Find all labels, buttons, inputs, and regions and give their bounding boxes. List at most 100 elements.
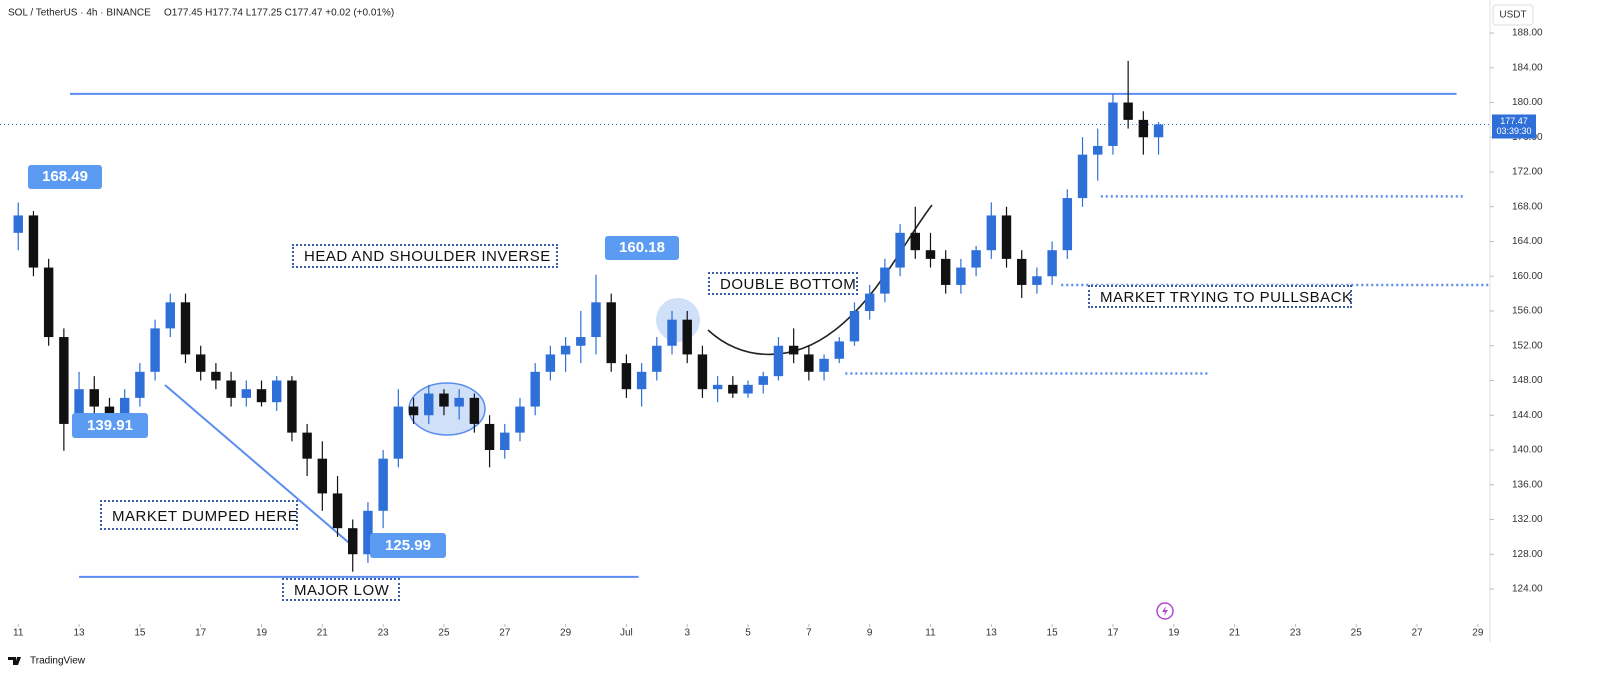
candle-body — [59, 337, 69, 424]
candle-body — [956, 267, 966, 285]
currency: USDT — [1499, 10, 1526, 21]
price-callouts: 168.49 139.91 125.99 160.18 — [28, 165, 679, 558]
y-tick-label: 124.00 — [1512, 584, 1543, 595]
candle-body — [1017, 258, 1027, 285]
candle-body — [940, 258, 951, 285]
candle-body — [591, 302, 601, 338]
candle-body — [256, 389, 267, 403]
candle-body — [712, 384, 723, 390]
candle-body — [89, 389, 99, 407]
y-tick-label: 152.00 — [1512, 340, 1543, 351]
candle-body — [545, 354, 556, 372]
callout-label: 139.91 — [87, 417, 133, 434]
candle-body — [484, 423, 495, 450]
annotation: MARKET TRYING TO PULLSBACK — [1088, 285, 1352, 308]
candle-body — [530, 371, 540, 407]
candle-body — [682, 319, 692, 355]
annotation: DOUBLE BOTTOM — [708, 272, 858, 295]
candle-body — [1093, 145, 1103, 155]
candle-body — [28, 215, 39, 268]
y-tick-label: 188.00 — [1512, 28, 1543, 39]
trend-line — [164, 384, 356, 549]
y-tick-label: 148.00 — [1512, 375, 1543, 386]
candle-body — [1047, 250, 1057, 277]
x-tick-label: 11 — [925, 628, 936, 639]
chart-title: SOL / TetherUS · 4h · BINANCE — [8, 8, 151, 19]
candle-body — [773, 345, 784, 377]
countdown: 03:39:30 — [1496, 126, 1531, 136]
currency-box[interactable] — [1492, 4, 1534, 26]
candle-body — [636, 371, 647, 390]
callout-box — [605, 236, 679, 260]
x-tick-label: 29 — [1472, 628, 1484, 639]
x-tick-label: 19 — [256, 628, 268, 639]
candle-body — [1108, 102, 1118, 146]
candle-body — [241, 389, 252, 398]
x-tick-label: 19 — [1168, 628, 1180, 639]
x-tick-label: 13 — [986, 628, 998, 639]
x-tick-label: 17 — [1107, 628, 1119, 639]
x-tick-label: 29 — [560, 628, 572, 639]
x-tick-label: 27 — [1411, 628, 1423, 639]
pattern-circle — [656, 298, 700, 342]
candle-body — [667, 319, 677, 346]
candle-body — [819, 358, 829, 372]
y-tick-label: 132.00 — [1512, 514, 1543, 525]
candle-body — [971, 250, 981, 268]
candle-body — [43, 267, 54, 338]
candle-body — [180, 302, 191, 355]
candle-body — [1153, 124, 1164, 138]
candle-body — [560, 345, 571, 355]
candle-body — [454, 397, 464, 407]
candle-body — [378, 458, 388, 511]
candle-body — [195, 354, 206, 372]
candle-body — [500, 432, 510, 450]
lightning-icon[interactable] — [1156, 602, 1174, 620]
candle-body — [804, 354, 814, 372]
candle-body — [849, 311, 860, 342]
callout-box — [72, 413, 148, 438]
callout-box — [28, 165, 102, 189]
candle-body — [226, 380, 236, 398]
y-tick-label: 144.00 — [1512, 410, 1543, 421]
x-tick-label: 5 — [745, 628, 751, 639]
x-tick-label: 25 — [1351, 628, 1363, 639]
candle-body — [393, 406, 404, 459]
candle-body — [439, 393, 449, 407]
x-tick-label: 21 — [1229, 628, 1241, 639]
x-tick-label: 7 — [806, 628, 812, 639]
y-tick-label: 136.00 — [1512, 479, 1543, 490]
callout-box — [370, 533, 446, 558]
last-price-label: 177.47 — [1500, 116, 1528, 126]
candle-body — [652, 345, 662, 372]
candle-body — [1032, 276, 1042, 285]
candle-body — [834, 341, 844, 359]
candle-body — [576, 337, 586, 346]
candle-body — [758, 376, 768, 385]
ohlc-header: O177.45 H177.74 L177.25 C177.47 +0.02 (+… — [164, 8, 394, 19]
y-tick-label: 128.00 — [1512, 549, 1543, 560]
candle-body — [880, 267, 890, 294]
annotation: MAJOR LOW — [282, 578, 400, 601]
candle-body — [864, 293, 875, 311]
brand-logo[interactable] — [8, 657, 21, 665]
candle-body — [925, 250, 936, 259]
x-tick-label: 15 — [1047, 628, 1059, 639]
x-tick-label: 9 — [867, 628, 873, 639]
candle-body — [211, 371, 221, 381]
candle-body — [910, 232, 920, 251]
candle-body — [1001, 215, 1012, 259]
candle-body — [408, 406, 419, 416]
callout-label: 125.99 — [385, 537, 431, 554]
candle-body — [895, 232, 905, 268]
x-tick-label: 23 — [378, 628, 390, 639]
x-tick-label: 15 — [134, 628, 146, 639]
y-tick-label: 164.00 — [1512, 236, 1543, 247]
annotation: MARKET DUMPED HERE — [100, 500, 298, 530]
x-tick-label: 23 — [1290, 628, 1302, 639]
candle-body — [363, 510, 373, 555]
brand: TradingView — [30, 656, 86, 667]
candle-body — [1123, 102, 1133, 120]
